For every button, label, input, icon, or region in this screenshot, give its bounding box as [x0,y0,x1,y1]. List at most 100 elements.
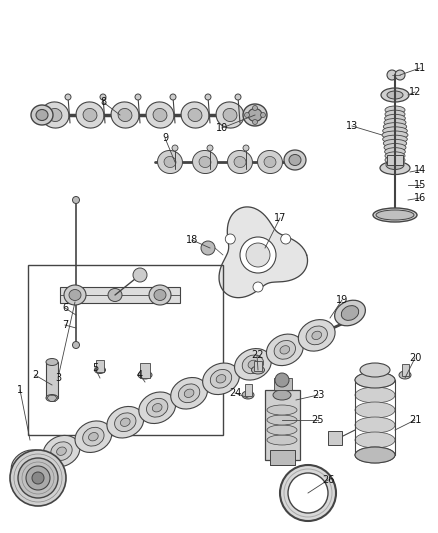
Bar [265,390,300,460]
Ellipse shape [298,320,335,351]
Text: 1: 1 [17,385,23,395]
Ellipse shape [385,110,405,118]
Text: 26: 26 [322,475,334,485]
Ellipse shape [152,403,162,412]
Circle shape [73,342,80,349]
Ellipse shape [267,415,297,425]
Circle shape [135,94,141,100]
Ellipse shape [149,285,171,305]
Ellipse shape [284,150,306,170]
Ellipse shape [376,210,414,220]
Text: 2: 2 [32,370,38,380]
Ellipse shape [381,88,409,102]
Ellipse shape [223,108,237,122]
Bar [254,361,262,371]
Circle shape [201,241,215,255]
Circle shape [280,465,336,521]
Circle shape [243,145,249,151]
Ellipse shape [57,447,66,455]
Ellipse shape [46,394,58,401]
Ellipse shape [383,123,406,131]
Text: 4: 4 [137,370,143,380]
Text: 13: 13 [346,121,358,131]
Circle shape [225,234,235,244]
Circle shape [65,94,71,100]
Ellipse shape [118,108,132,122]
Ellipse shape [83,427,104,446]
Ellipse shape [216,102,244,128]
Ellipse shape [383,127,407,135]
Polygon shape [219,207,307,297]
Circle shape [10,450,66,506]
Circle shape [275,373,289,387]
Ellipse shape [267,405,297,415]
Ellipse shape [251,366,265,374]
Ellipse shape [382,131,408,139]
Ellipse shape [306,326,327,345]
Ellipse shape [387,91,403,99]
Text: 12: 12 [409,87,421,97]
Ellipse shape [115,413,136,432]
Text: 22: 22 [251,350,263,360]
Ellipse shape [383,139,406,147]
Ellipse shape [385,115,405,123]
Text: 10: 10 [216,123,228,133]
Ellipse shape [95,367,106,374]
Ellipse shape [248,109,262,122]
Ellipse shape [153,108,167,122]
Ellipse shape [383,135,407,143]
Bar [46,362,58,398]
Ellipse shape [69,289,81,301]
Ellipse shape [355,387,395,403]
Ellipse shape [199,157,211,167]
Ellipse shape [216,375,226,383]
Circle shape [261,112,265,117]
Text: 23: 23 [312,390,324,400]
Circle shape [205,94,211,100]
Ellipse shape [25,462,35,470]
Ellipse shape [258,150,283,174]
Ellipse shape [273,390,291,400]
Ellipse shape [203,363,240,394]
Bar [140,363,150,378]
Circle shape [207,145,213,151]
Circle shape [253,282,263,292]
Ellipse shape [138,371,152,379]
Ellipse shape [355,402,395,418]
Ellipse shape [385,152,405,160]
Ellipse shape [341,305,359,320]
Ellipse shape [227,150,252,174]
Ellipse shape [360,363,390,377]
Ellipse shape [248,360,258,368]
Ellipse shape [43,435,80,467]
Bar [96,360,104,372]
Circle shape [288,473,328,513]
Ellipse shape [171,377,208,409]
Ellipse shape [210,369,232,388]
Ellipse shape [111,102,139,128]
Ellipse shape [164,157,176,167]
Ellipse shape [274,341,296,359]
Ellipse shape [267,425,297,435]
Ellipse shape [75,421,112,453]
Ellipse shape [107,407,144,438]
Circle shape [252,106,258,110]
Ellipse shape [242,391,254,399]
Ellipse shape [188,108,202,122]
Bar [28,265,223,435]
Text: 7: 7 [62,320,68,330]
Ellipse shape [234,157,246,167]
Ellipse shape [108,288,122,302]
Ellipse shape [234,349,271,380]
Ellipse shape [11,450,48,481]
Ellipse shape [355,372,395,388]
Ellipse shape [178,384,200,402]
Ellipse shape [385,106,405,114]
Text: 24: 24 [229,388,241,398]
Ellipse shape [31,105,53,125]
Ellipse shape [399,371,411,379]
Ellipse shape [355,432,395,448]
Ellipse shape [154,289,166,301]
Ellipse shape [380,161,410,174]
Ellipse shape [385,148,405,156]
